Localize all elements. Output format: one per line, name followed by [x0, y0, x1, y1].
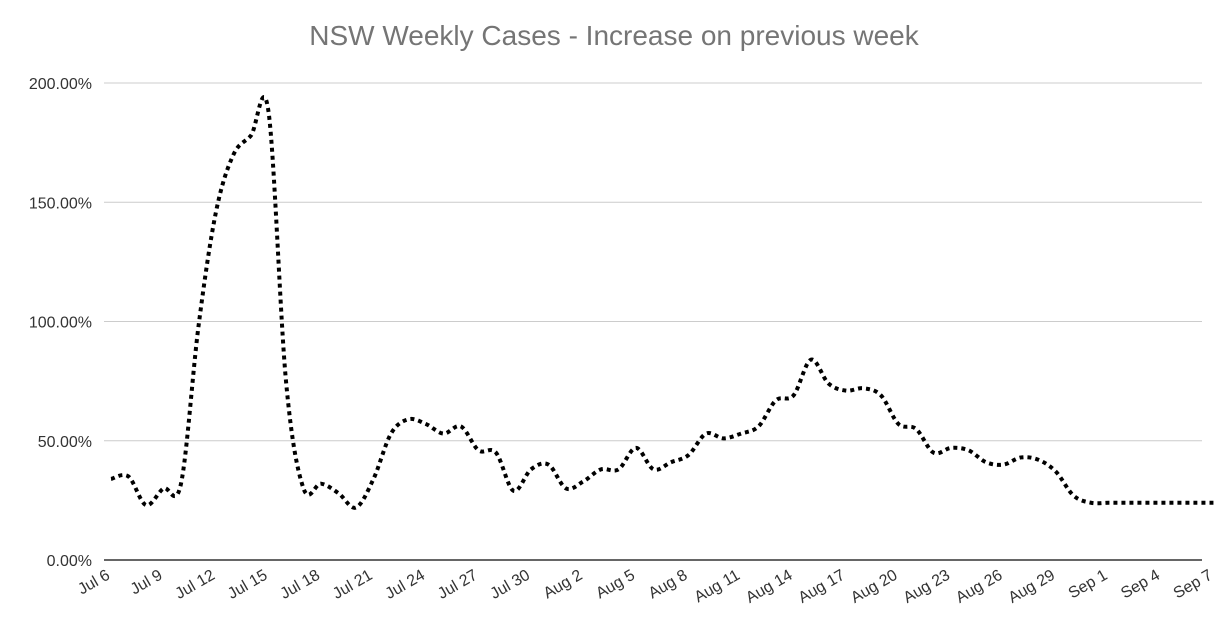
x-tick-label: Jul 9	[128, 567, 166, 599]
data-point	[197, 325, 200, 328]
data-point	[600, 468, 603, 471]
data-point	[775, 399, 778, 402]
data-point	[827, 382, 830, 385]
data-point	[967, 449, 970, 452]
data-point	[460, 425, 463, 428]
x-tick-label: Aug 2	[541, 567, 586, 603]
data-point	[407, 418, 410, 421]
x-tick-label: Sep 7	[1171, 567, 1216, 603]
data-point	[932, 451, 935, 454]
data-point	[670, 461, 673, 464]
data-point	[162, 487, 165, 490]
data-point	[757, 425, 760, 428]
data-point	[1090, 501, 1093, 504]
data-point	[985, 461, 988, 464]
data-point	[635, 446, 638, 449]
x-tick-label: Aug 14	[743, 567, 796, 607]
data-point	[285, 380, 288, 383]
data-point	[1212, 501, 1215, 504]
data-point	[215, 210, 218, 213]
data-point	[880, 394, 883, 397]
data-point	[267, 110, 270, 113]
data-point	[1160, 501, 1163, 504]
y-tick-label: 100.00%	[29, 315, 92, 332]
data-point	[862, 387, 865, 390]
x-tick-label: Sep 4	[1118, 567, 1163, 603]
x-tick-label: Jul 18	[278, 567, 324, 603]
data-point	[110, 477, 113, 480]
y-tick-label: 150.00%	[29, 195, 92, 212]
x-tick-label: Jul 24	[383, 567, 429, 603]
x-tick-label: Jul 30	[488, 567, 534, 603]
data-point	[687, 454, 690, 457]
data-point	[1020, 456, 1023, 459]
data-point	[425, 423, 428, 426]
y-tick-label: 50.00%	[38, 434, 92, 451]
x-tick-label: Jul 27	[435, 567, 481, 603]
data-point	[232, 153, 235, 156]
data-point	[617, 468, 620, 471]
data-point	[1002, 463, 1005, 466]
data-point	[1072, 494, 1075, 497]
data-point	[390, 432, 393, 435]
data-point	[547, 463, 550, 466]
data-point	[722, 437, 725, 440]
x-tick-label: Aug 17	[796, 567, 849, 607]
x-tick-label: Aug 11	[692, 567, 743, 607]
data-point	[1055, 470, 1058, 473]
data-point	[950, 446, 953, 449]
data-point	[1177, 501, 1180, 504]
data-point	[705, 432, 708, 435]
data-point	[652, 468, 655, 471]
data-point	[582, 480, 585, 483]
x-tick-label: Aug 26	[953, 567, 1006, 607]
data-point	[477, 449, 480, 452]
data-point	[442, 432, 445, 435]
data-point	[565, 487, 568, 490]
data-point	[897, 423, 900, 426]
data-point	[530, 468, 533, 471]
x-tick-label: Aug 23	[901, 567, 954, 607]
data-point	[1125, 501, 1128, 504]
data-point	[512, 489, 515, 492]
data-point	[337, 492, 340, 495]
x-tick-label: Jul 12	[173, 567, 219, 603]
data-point	[180, 482, 183, 485]
data-point	[1037, 458, 1040, 461]
data-point	[1142, 501, 1145, 504]
y-tick-label: 0.00%	[47, 553, 92, 570]
data-point	[302, 487, 305, 490]
data-point	[250, 134, 253, 137]
data-point	[372, 477, 375, 480]
data-point	[792, 394, 795, 397]
data-point	[1195, 501, 1198, 504]
x-tick-label: Aug 5	[593, 567, 638, 603]
data-point	[915, 427, 918, 430]
x-tick-label: Aug 20	[848, 567, 901, 607]
x-tick-label: Aug 29	[1006, 567, 1059, 607]
data-point	[495, 451, 498, 454]
series-line	[110, 95, 1214, 510]
x-tick-label: Sep 1	[1066, 567, 1111, 603]
data-point	[320, 482, 323, 485]
chart-title: NSW Weekly Cases - Increase on previous …	[309, 20, 919, 51]
data-point	[355, 506, 358, 509]
x-tick-label: Jul 21	[330, 567, 376, 603]
x-tick-label: Jul 15	[225, 567, 271, 603]
data-point	[1107, 501, 1110, 504]
y-tick-label: 200.00%	[29, 76, 92, 93]
x-tick-label: Jul 6	[75, 567, 113, 599]
x-tick-label: Aug 8	[646, 567, 691, 603]
data-point	[845, 389, 848, 392]
data-point	[740, 432, 743, 435]
data-point	[145, 504, 148, 507]
data-point	[810, 358, 813, 361]
data-point	[127, 475, 130, 478]
